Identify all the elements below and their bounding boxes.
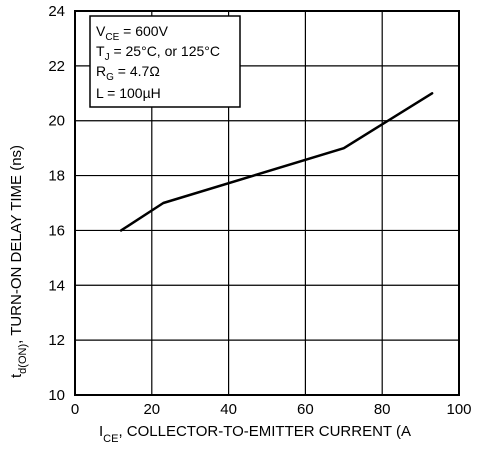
- x-tick-label: 60: [297, 401, 314, 418]
- x-tick-label: 0: [71, 401, 79, 418]
- plot-frame: [74, 10, 460, 396]
- y-tick-label: 20: [48, 113, 65, 130]
- y-tick-label: 22: [48, 58, 65, 75]
- data-series: [119, 92, 434, 232]
- x-axis-label: ICE, COLLECTOR-TO-EMITTER CURRENT (A: [99, 423, 411, 445]
- y-tick-label: 14: [48, 277, 65, 294]
- y-tick-label: 16: [48, 222, 65, 239]
- annotation-box: VCE = 600V TJ = 25°C, or 125°C RG = 4.7Ω…: [89, 15, 241, 108]
- series-line-0: [119, 92, 434, 232]
- x-tick-label: 40: [220, 401, 237, 418]
- annotation-l: L = 100µH: [96, 85, 161, 101]
- annotation-box-frame: [89, 15, 241, 108]
- y-axis-label: td(ON), TURN-ON DELAY TIME (ns): [8, 145, 29, 378]
- y-tick-label: 10: [48, 387, 65, 404]
- y-tick-label: 18: [48, 168, 65, 185]
- y-tick-label: 24: [48, 3, 65, 20]
- annotation-tj: TJ = 25°C, or 125°C: [96, 43, 220, 63]
- x-tick-label: 20: [143, 401, 160, 418]
- x-tick-label: 100: [446, 401, 471, 418]
- tick-labels: 0 20 40 60 80 100 10 12 14 16 18 20 22 24: [48, 3, 471, 418]
- x-tick-label: 80: [374, 401, 391, 418]
- annotation-rg: RG = 4.7Ω: [96, 63, 160, 83]
- y-tick-label: 12: [48, 332, 65, 349]
- annotation-vce: VCE = 600V: [96, 23, 169, 43]
